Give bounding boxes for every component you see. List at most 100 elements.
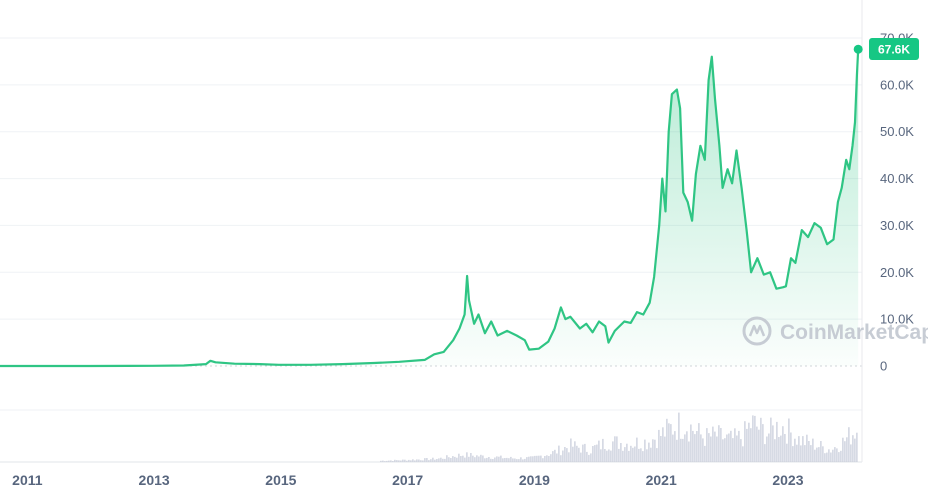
volume-bar [702,438,704,462]
volume-bar [594,445,596,462]
volume-bar [630,445,632,462]
volume-bar [502,458,504,462]
volume-bar [604,449,606,462]
volume-bar [642,451,644,462]
volume-bar [734,428,736,462]
current-price-label: 67.6K [878,43,910,57]
volume-bar [698,423,700,462]
volume-bar [430,459,432,462]
volume-bar [856,432,858,462]
volume-bar [744,421,746,462]
volume-bars [380,412,858,462]
volume-bar [848,427,850,462]
volume-bar [704,445,706,462]
volume-bar [812,438,814,462]
volume-bar [842,437,844,462]
volume-bar [406,460,408,462]
volume-bar [758,429,760,462]
volume-bar [424,458,426,462]
y-tick-label: 50.0K [880,124,914,139]
volume-bar [822,446,824,462]
current-price-badge: 67.6K [853,38,919,60]
volume-bar [480,454,482,462]
volume-bar [840,450,842,462]
volume-bar [706,428,708,462]
volume-bar [696,431,698,462]
volume-bar [442,458,444,462]
volume-bar [606,450,608,462]
volume-bar [722,439,724,462]
volume-bar [652,439,654,462]
volume-bar [682,438,684,462]
volume-bar [514,458,516,462]
volume-bar [550,454,552,462]
volume-bar [760,417,762,462]
volume-bar [474,457,476,462]
volume-bar [438,458,440,462]
volume-bar [614,436,616,462]
volume-bar [772,425,774,462]
volume-bar [818,447,820,462]
volume-bar [398,460,400,462]
volume-bar [546,455,548,462]
volume-bar [528,456,530,462]
volume-bar [596,444,598,462]
volume-bar [562,450,564,462]
volume-bar [434,459,436,462]
volume-bar [830,452,832,462]
x-tick-label: 2017 [392,472,423,488]
volume-bar [602,438,604,462]
volume-bar [470,453,472,462]
volume-bar [660,436,662,462]
volume-bar [754,415,756,462]
volume-bar [746,428,748,462]
volume-bar [394,459,396,462]
y-tick-label: 40.0K [880,171,914,186]
volume-bar [852,435,854,462]
volume-bar [574,441,576,462]
volume-bar [448,457,450,462]
volume-bar [518,459,520,462]
volume-bar [670,424,672,462]
coinmarketcap-logo-icon [742,316,772,346]
volume-bar [466,452,468,462]
volume-bar [634,446,636,462]
volume-bar [718,425,720,462]
volume-bar [850,444,852,462]
x-tick-label: 2023 [772,472,803,488]
volume-bar [716,436,718,462]
volume-bar [616,436,618,462]
volume-bar [838,452,840,462]
volume-bar [714,431,716,462]
volume-bar [568,452,570,462]
volume-bar [676,439,678,462]
volume-bar [556,453,558,462]
volume-bar [600,449,602,462]
volume-bar [658,429,660,462]
volume-bar [452,456,454,462]
volume-bar [446,455,448,462]
volume-bar [482,455,484,462]
volume-bar [426,458,428,462]
volume-bar [788,418,790,462]
volume-bar [418,459,420,462]
volume-bar [554,449,556,462]
volume-bar [794,438,796,462]
x-tick-label: 2019 [519,472,550,488]
volume-bar [386,460,388,462]
volume-bar [422,460,424,462]
volume-bar [688,441,690,462]
volume-bar [834,447,836,462]
volume-bar [476,455,478,462]
volume-bar [414,460,416,462]
volume-bar [844,441,846,462]
y-tick-label: 20.0K [880,265,914,280]
volume-bar [738,430,740,462]
volume-bar [462,455,464,462]
volume-bar [846,437,848,462]
volume-bar [824,453,826,462]
volume-bar [580,452,582,462]
watermark-text: CoinMarketCap [780,321,928,344]
volume-bar [680,438,682,462]
x-axis-labels: 2011 2013 2015 2017 2019 2021 2023 [12,472,804,488]
